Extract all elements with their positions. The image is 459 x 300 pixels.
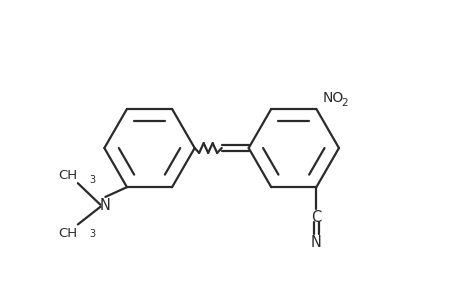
Text: CH: CH — [58, 169, 77, 182]
Text: 2: 2 — [340, 98, 347, 108]
Text: N: N — [100, 198, 111, 213]
Text: 3: 3 — [90, 229, 95, 239]
Text: CH: CH — [58, 227, 77, 240]
Text: 3: 3 — [90, 175, 95, 185]
Text: C: C — [311, 210, 321, 225]
Text: NO: NO — [322, 91, 343, 105]
Text: N: N — [310, 235, 321, 250]
